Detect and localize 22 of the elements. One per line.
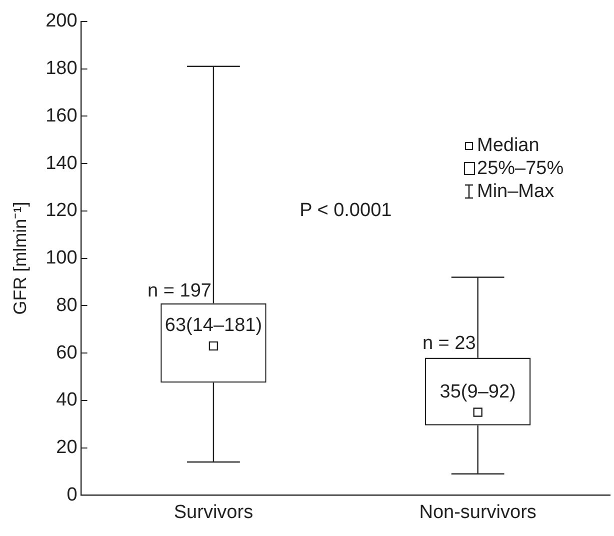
y-tick-label: 160 [46,105,78,126]
x-tick-label: Survivors [174,502,254,523]
x-tick-label: Non-survivors [419,502,536,523]
y-tick-label: 20 [56,437,78,458]
y-tick-label: 120 [46,200,78,222]
y-tick-label: 140 [46,152,78,174]
y-tick-label: 180 [46,58,78,80]
annotation: 35(9–92) [440,382,516,403]
annotation: n = 197 [148,280,212,302]
annotation: n = 23 [422,332,476,354]
y-tick-label: 100 [46,248,78,269]
annotation: 25%–75% [477,157,564,180]
y-tick-label: 0 [66,484,78,506]
annotation: 63(14–181) [164,315,262,336]
y-tick-label: 60 [56,342,78,364]
y-axis-title: GFR [mlmin⁻¹] [10,202,30,315]
annotation: P < 0.0001 [300,200,392,222]
y-tick-label: 40 [56,390,78,411]
annotation: Min–Max [477,180,554,203]
y-tick-label: 80 [56,294,78,316]
annotation: Median [477,134,540,157]
y-tick-label: 200 [46,10,78,32]
